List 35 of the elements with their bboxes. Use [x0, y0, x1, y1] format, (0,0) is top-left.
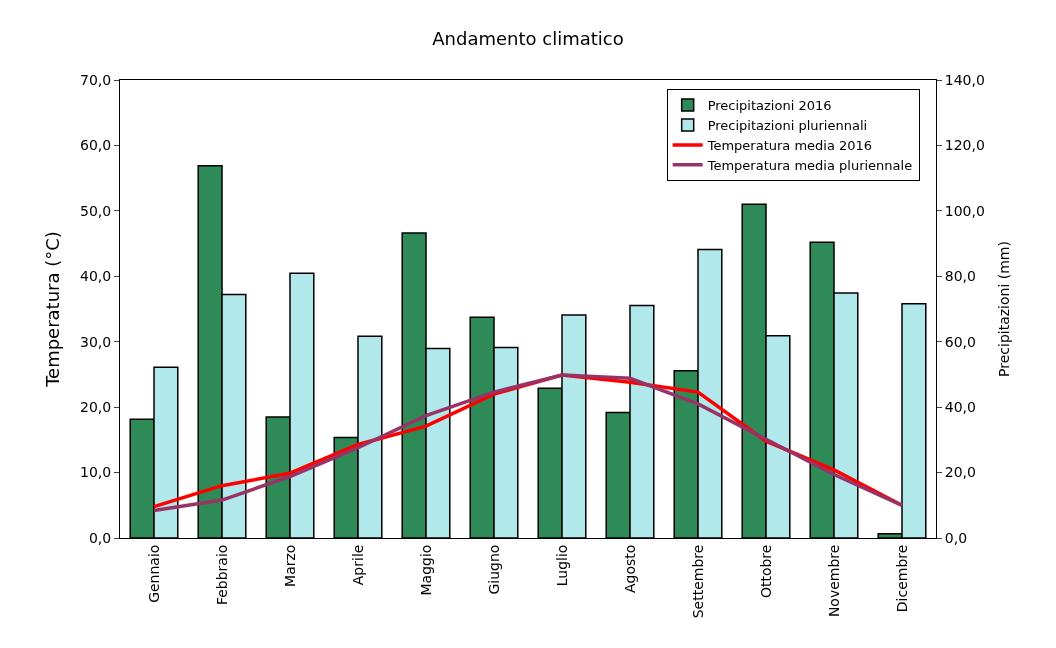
x-tick-label: Luglio: [553, 544, 570, 587]
x-tick-label: Ottobre: [757, 544, 774, 599]
y-tick-label: 10,0: [80, 464, 112, 481]
x-tick-label: Agosto: [621, 544, 638, 593]
x-tick-label: Settembre: [689, 544, 706, 619]
y2-tick-label: 0,0: [944, 529, 968, 546]
legend-label: Precipitazioni pluriennali: [707, 118, 868, 134]
x-tick-label: Aprile: [349, 544, 366, 586]
chart-title: Andamento climatico: [432, 28, 624, 49]
x-tick-label: Marzo: [281, 544, 298, 587]
legend-label: Temperatura media 2016: [706, 137, 873, 153]
x-tick-label: Febbraio: [213, 544, 230, 606]
legend-label: Precipitazioni 2016: [707, 98, 832, 114]
x-tick-label: Maggio: [417, 544, 434, 596]
legend-label: Temperatura media pluriennale: [706, 157, 913, 173]
y-tick-label: 40,0: [80, 268, 112, 285]
y2-tick-label: 40,0: [944, 399, 976, 416]
y-tick-label: 70,0: [80, 71, 112, 88]
y-tick-label: 50,0: [80, 202, 112, 219]
y2-tick-label: 80,0: [944, 268, 976, 285]
x-tick-label: Novembre: [825, 544, 842, 618]
y2-tick-label: 140,0: [944, 71, 985, 88]
x-tick-label: Giugno: [485, 544, 502, 595]
y2-tick-label: 60,0: [944, 333, 976, 350]
y-tick-label: 0,0: [88, 529, 112, 546]
x-tick-label: Dicembre: [893, 544, 910, 613]
y2-tick-label: 100,0: [944, 202, 985, 219]
y-axis-title: Temperatura (°C): [42, 231, 64, 388]
y2-tick-label: 20,0: [944, 464, 976, 481]
y2-axis-title: Precipitazioni (mm): [996, 241, 1013, 377]
y2-tick-label: 120,0: [944, 137, 985, 154]
x-tick-label: Gennaio: [145, 544, 162, 603]
y-tick-label: 60,0: [80, 137, 112, 154]
y-tick-label: 20,0: [80, 399, 112, 416]
y-tick-label: 30,0: [80, 333, 112, 350]
